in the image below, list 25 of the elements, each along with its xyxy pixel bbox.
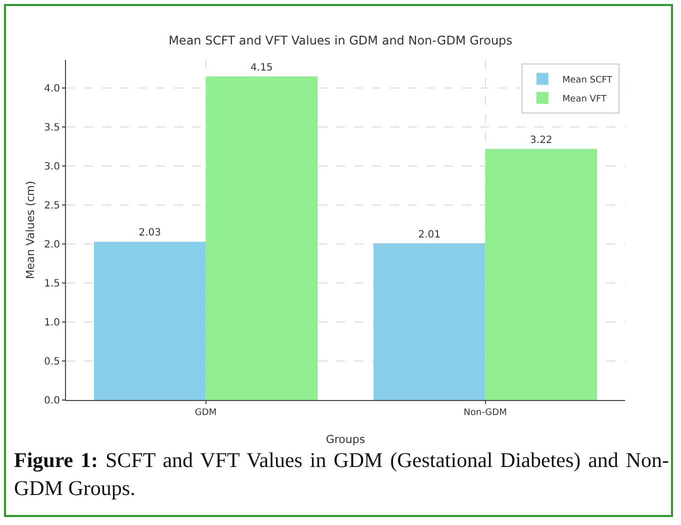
y-tick-label: 4.0 [44,84,60,95]
data-label: 3.22 [530,134,552,146]
chart-title: Mean SCFT and VFT Values in GDM and Non-GDM Groups [168,34,512,48]
caption: Figure 1: SCFT and VFT Values in GDM (Gestational Diabetes) and Non- GDM Groups. [14,448,669,500]
x-tick-label: GDM [194,408,217,418]
y-axis-title: Mean Values (cm) [24,180,37,280]
y-tick-label: 2.0 [44,240,60,251]
y-tick-label: 0.0 [44,396,60,406]
y-tick-label: 1.5 [44,278,60,290]
bar [373,243,486,400]
bar [206,76,318,400]
y-tick-label: 3.5 [44,122,60,134]
legend-label: Mean VFT [562,94,607,104]
x-axis-title: Groups [326,433,366,446]
bar [485,148,598,400]
x-tick-label: Non-GDM [464,408,507,418]
data-label: 4.15 [250,62,273,74]
y-tick-label: 3.0 [44,162,60,173]
y-tick-label: 1.0 [44,318,60,329]
data-label: 2.03 [138,228,161,239]
legend-label: Mean SCFT [562,75,613,86]
y-tick-label: 2.5 [44,200,60,212]
y-tick-label: 0.5 [44,356,60,368]
bar [94,242,206,400]
data-label: 2.01 [418,229,440,240]
